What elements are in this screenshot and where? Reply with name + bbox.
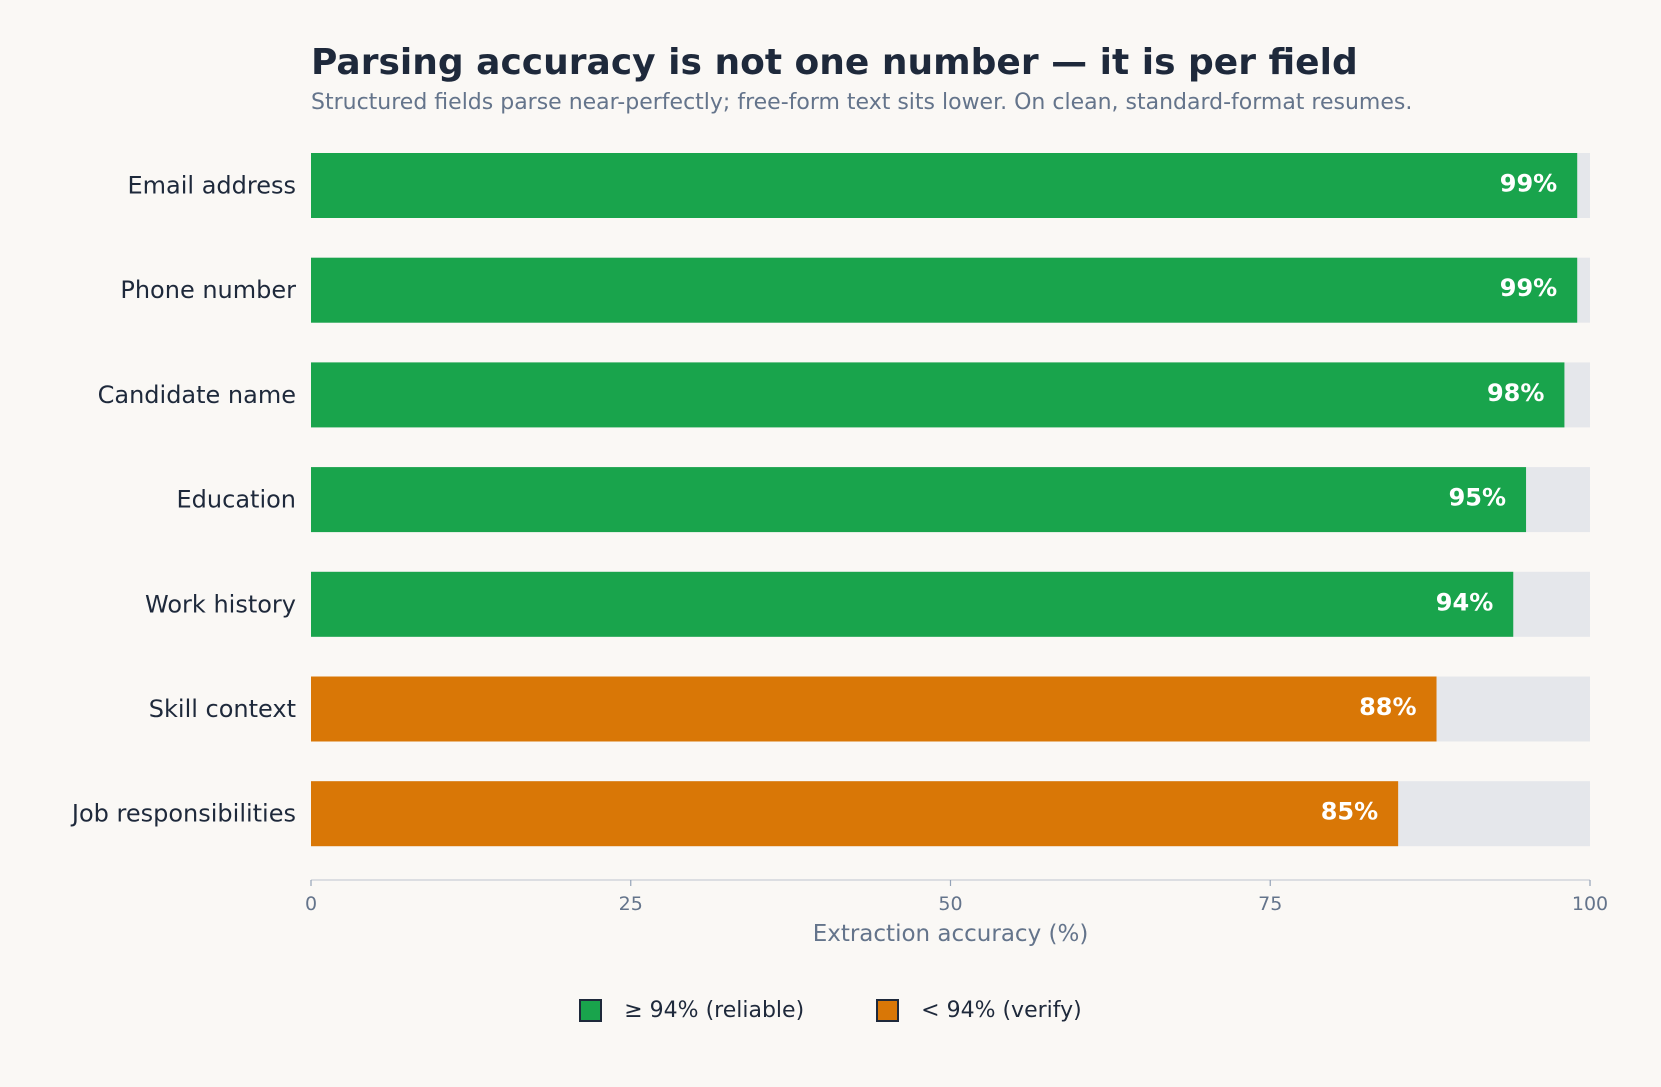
category-label: Work history: [145, 590, 296, 618]
category-label: Education: [177, 486, 296, 514]
legend-item-verify: < 94% (verify): [876, 998, 1082, 1023]
bar-chart: Email address 99% Phone number 99% Candidate…: [70, 153, 1608, 947]
bar: [311, 467, 1527, 533]
bar: [311, 257, 1578, 323]
x-axis-label: Extraction accuracy (%): [813, 921, 1089, 947]
legend-swatch-reliable: [579, 999, 603, 1022]
legend-label-verify: < 94% (verify): [921, 998, 1082, 1023]
category-label: Phone number: [120, 276, 296, 304]
x-tick-label: 100: [1572, 893, 1608, 915]
category-label: Email address: [127, 172, 296, 200]
data-label: 99%: [1500, 170, 1557, 198]
legend-swatch-verify: [876, 999, 900, 1022]
category-label: Candidate name: [98, 381, 296, 409]
bar: [311, 362, 1565, 428]
data-label: 95%: [1449, 484, 1506, 512]
chart-legend: ≥ 94% (reliable) < 94% (verify): [0, 998, 1661, 1023]
x-tick-label: 25: [619, 893, 643, 915]
x-tick-label: 0: [305, 893, 317, 915]
data-label: 94%: [1436, 588, 1493, 616]
category-label: Skill context: [149, 695, 296, 723]
legend-label-reliable: ≥ 94% (reliable): [624, 998, 805, 1023]
chart-subtitle: Structured fields parse near-perfectly; …: [311, 90, 1413, 115]
bar: [311, 781, 1399, 847]
legend-item-reliable: ≥ 94% (reliable): [579, 998, 804, 1023]
data-label: 99%: [1500, 274, 1557, 302]
data-label: 88%: [1359, 693, 1416, 721]
bar: [311, 571, 1514, 637]
x-tick-label: 75: [1258, 893, 1282, 915]
data-label: 98%: [1487, 379, 1544, 407]
data-label: 85%: [1321, 798, 1378, 826]
category-label: Job responsibilities: [70, 800, 296, 828]
bar: [311, 676, 1437, 742]
x-tick-label: 50: [938, 893, 962, 915]
chart-title: Parsing accuracy is not one number — it …: [311, 42, 1358, 83]
bar: [311, 153, 1578, 218]
